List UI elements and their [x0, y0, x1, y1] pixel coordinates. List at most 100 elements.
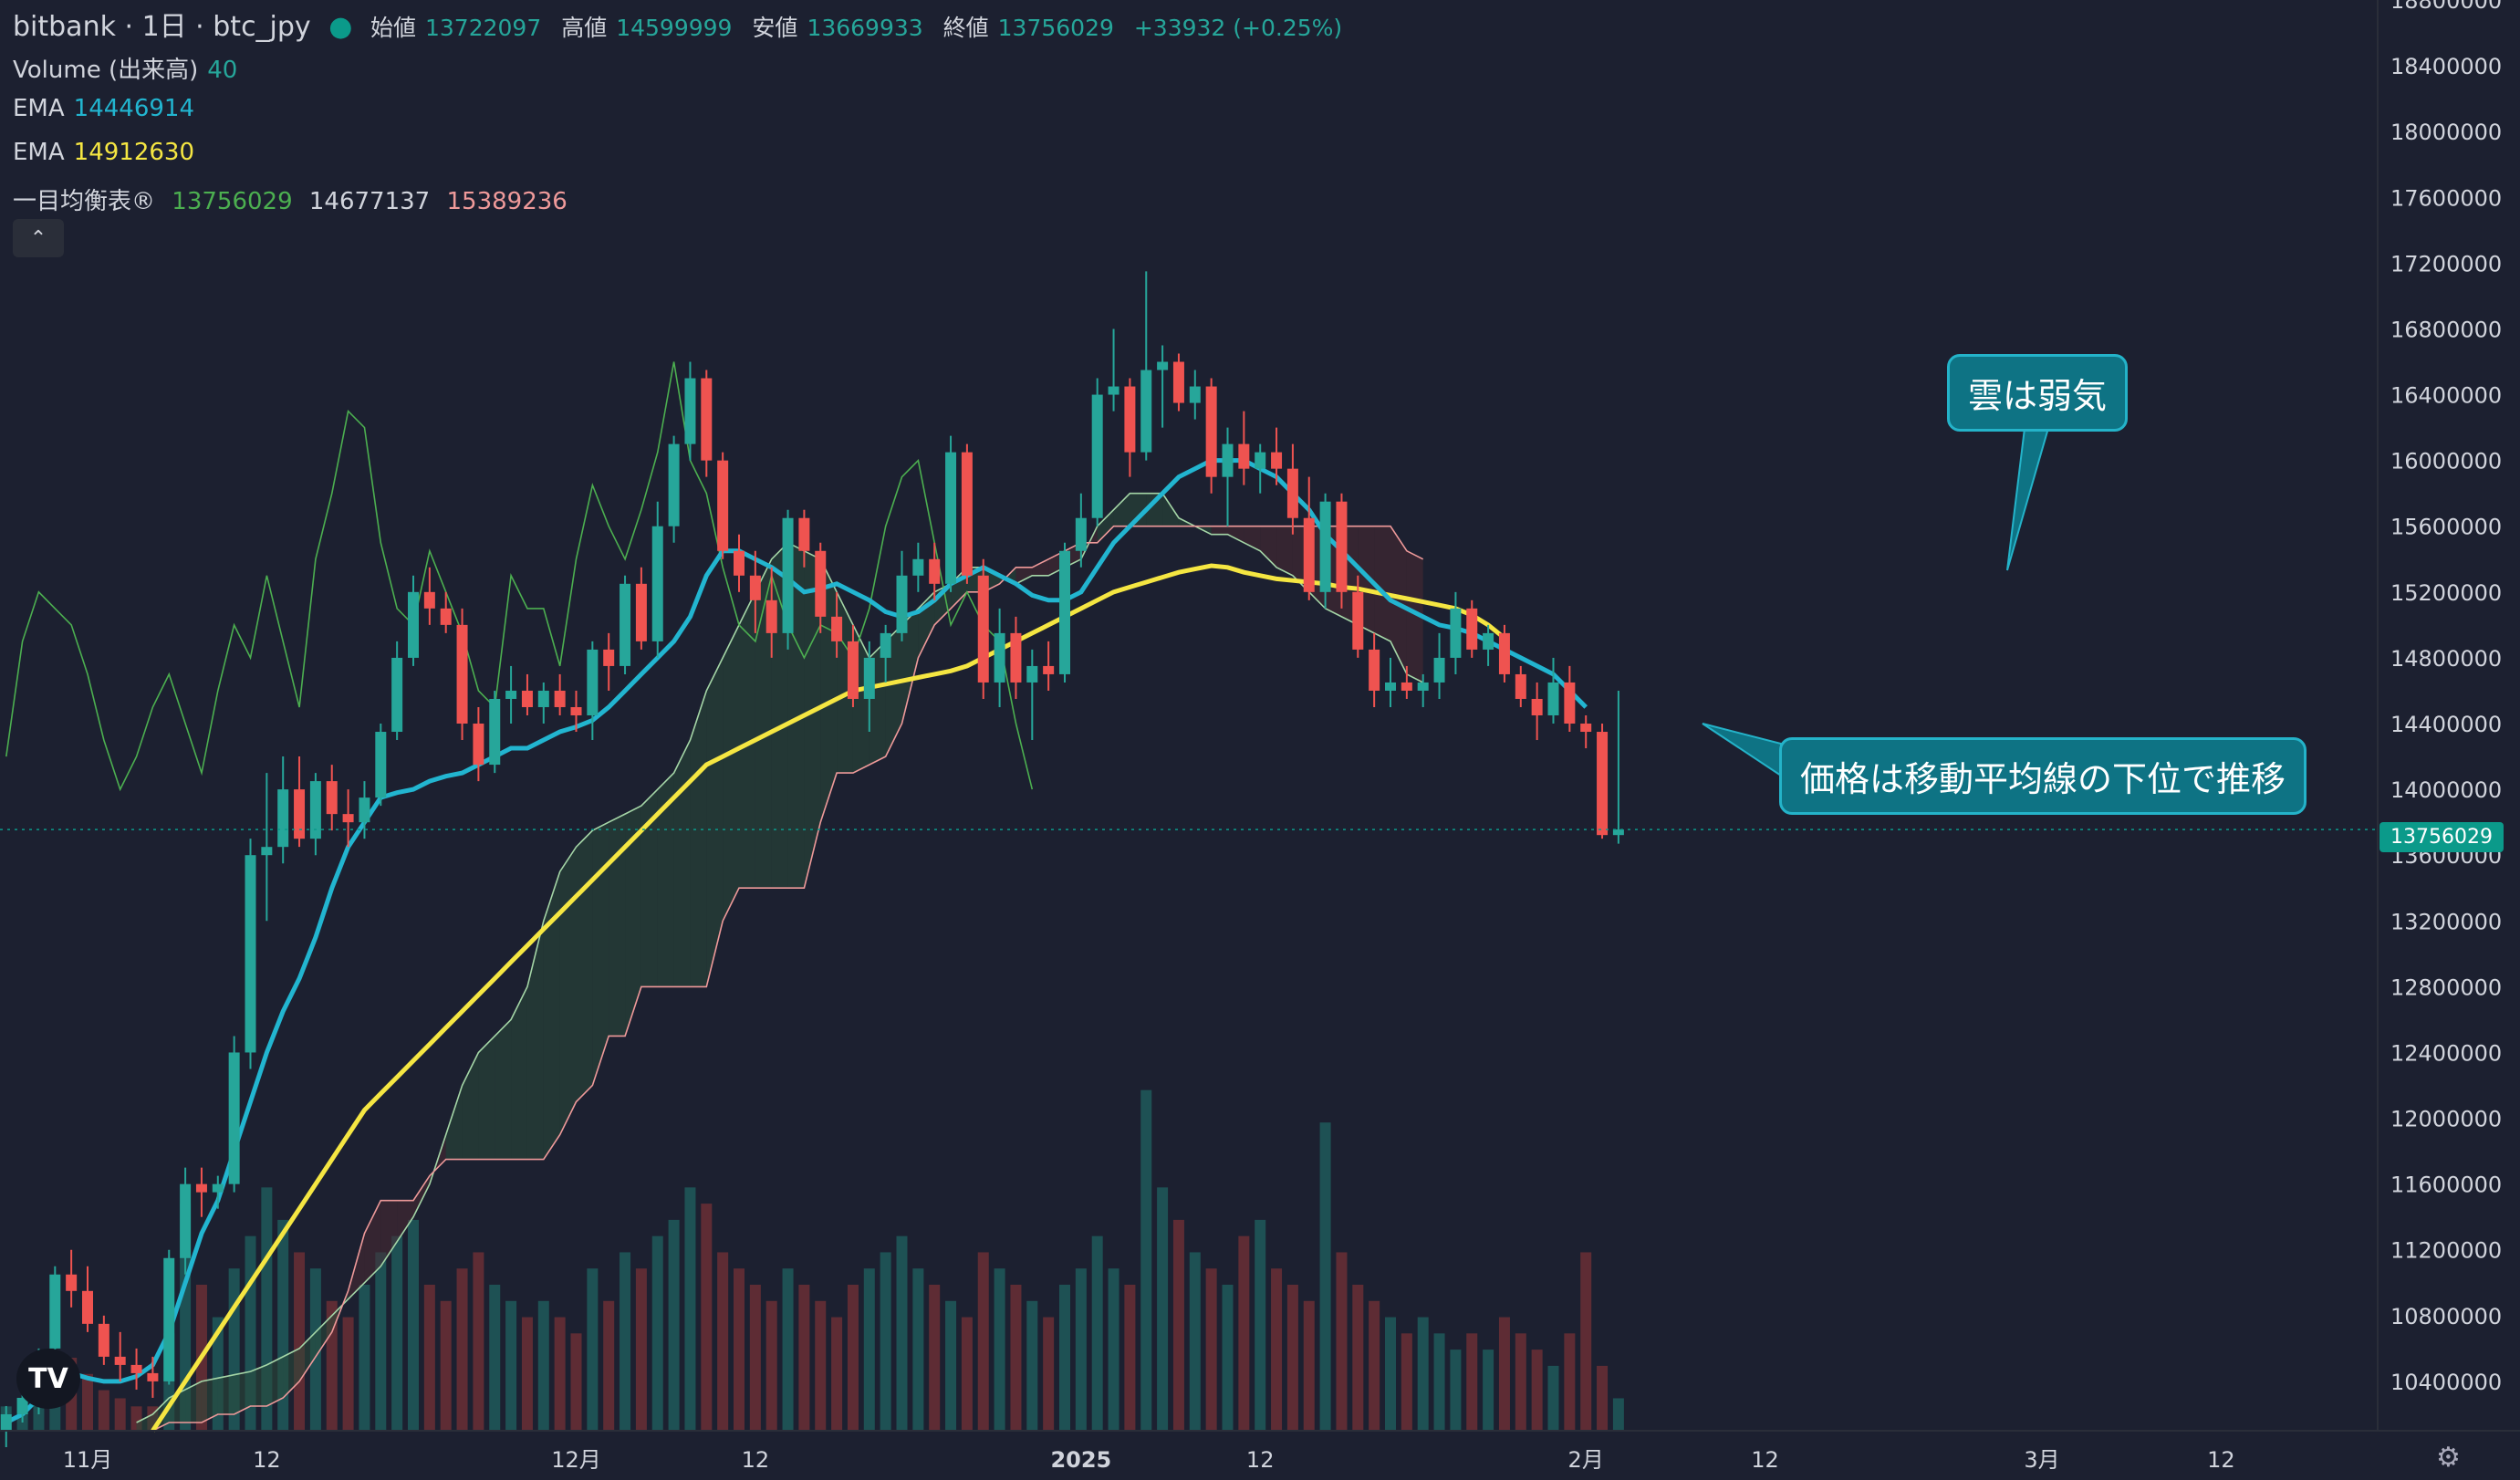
cloud-segment	[1390, 526, 1407, 674]
candle-body	[423, 591, 435, 609]
change-value: +33932 (+0.25%)	[1133, 15, 1343, 41]
cloud-segment	[1211, 526, 1228, 535]
price-tick-label: 16800000	[2390, 317, 2502, 342]
price-tick-label: 10800000	[2390, 1304, 2502, 1329]
volume-bar	[505, 1300, 517, 1431]
cloud-segment	[250, 1364, 267, 1406]
cloud-segment	[234, 1371, 251, 1414]
volume-bar	[765, 1300, 777, 1431]
symbol-label[interactable]: bitbank · 1日 · btc_jpy	[13, 11, 311, 43]
price-tick-label: 12400000	[2390, 1040, 2502, 1066]
candle-body	[1369, 649, 1380, 691]
candle-body	[212, 1183, 224, 1193]
close-value: 13756029	[997, 15, 1114, 41]
candle-body	[521, 690, 533, 707]
volume-bar	[342, 1317, 354, 1431]
volume-bar	[929, 1285, 941, 1431]
cloud-segment	[739, 591, 755, 889]
candle-body	[1401, 682, 1412, 691]
price-tick-label: 14000000	[2390, 777, 2502, 803]
volume-bar	[1580, 1252, 1592, 1431]
open-value: 13722097	[425, 15, 542, 41]
candle-body	[1172, 361, 1184, 403]
volume-bar	[1043, 1317, 1055, 1431]
collapse-legend-button[interactable]: ⌃	[13, 219, 64, 257]
ichimoku-value-2: 14677137	[308, 188, 431, 215]
cloud-segment	[1015, 567, 1033, 584]
ichimoku-label: 一目均衡表®	[13, 188, 156, 215]
candle-body	[587, 649, 599, 715]
volume-bar	[1547, 1365, 1559, 1431]
candle-body	[684, 378, 696, 444]
volume-bar	[1091, 1235, 1103, 1431]
candle-body	[16, 1397, 28, 1414]
high-value: 14599999	[616, 15, 733, 41]
time-tick-label: 12	[742, 1447, 770, 1473]
volume-bar	[473, 1252, 484, 1431]
ichimoku-value-3: 15389236	[446, 188, 568, 215]
candle-body	[1255, 452, 1266, 469]
ema-fast-label: EMA	[13, 95, 65, 122]
volume-bar	[1010, 1285, 1022, 1431]
volume-bar	[863, 1268, 875, 1431]
candle-body	[1043, 665, 1055, 674]
volume-bar	[1433, 1333, 1445, 1431]
cloud-segment	[1130, 493, 1147, 526]
cloud-segment	[1113, 493, 1130, 526]
last-price-tag: 13756029	[2379, 822, 2504, 852]
volume-bar	[668, 1219, 680, 1431]
volume-bar	[1108, 1268, 1119, 1431]
ema-slow-legend[interactable]: EMA 14912630	[13, 139, 203, 166]
gear-icon[interactable]: ⚙	[2436, 1442, 2461, 1474]
candle-body	[668, 443, 680, 526]
candle-body	[734, 550, 745, 576]
volume-bar	[1286, 1285, 1298, 1431]
volume-bar	[1189, 1252, 1201, 1431]
price-tick-label: 11600000	[2390, 1173, 2502, 1198]
volume-legend[interactable]: Volume (出来高) 40	[13, 51, 246, 85]
tradingview-logo-icon[interactable]: TV	[16, 1349, 80, 1409]
market-status-icon: ●	[328, 11, 353, 43]
volume-bar	[1157, 1187, 1169, 1431]
cloud-segment	[625, 806, 641, 1037]
candle-body	[1271, 452, 1283, 469]
low-label: 安値	[752, 15, 798, 41]
volume-bar	[831, 1317, 843, 1431]
candle-body	[1189, 386, 1201, 403]
volume-bar	[1385, 1317, 1396, 1431]
candle-body	[620, 583, 631, 666]
ema-slow-value: 14912630	[73, 139, 194, 166]
candle-body	[359, 797, 370, 823]
candle-body	[1515, 673, 1526, 699]
price-callout: 価格は移動平均線の下位で推移	[1779, 737, 2307, 815]
candle-body	[1157, 361, 1169, 370]
volume-bar	[961, 1317, 973, 1431]
volume-bar	[1369, 1300, 1380, 1431]
volume-bar	[1075, 1268, 1087, 1431]
price-tick-label: 13200000	[2390, 909, 2502, 934]
cloud-segment	[315, 1315, 332, 1357]
candle-body	[651, 526, 663, 641]
candle-body	[977, 575, 989, 683]
cloud-segment	[1227, 526, 1244, 543]
cloud-segment	[413, 1175, 430, 1217]
price-tick-label: 18400000	[2390, 54, 2502, 79]
candle-body	[375, 732, 387, 798]
candle-body	[1140, 370, 1152, 453]
volume-bar	[391, 1235, 403, 1431]
chevron-up-icon: ⌃	[29, 226, 47, 250]
volume-bar	[1498, 1317, 1510, 1431]
volume-bar	[912, 1268, 924, 1431]
volume-bar	[98, 1390, 109, 1431]
candle-body	[228, 1052, 240, 1184]
volume-bar	[815, 1300, 827, 1431]
cloud-segment	[543, 871, 560, 1160]
ichimoku-legend[interactable]: 一目均衡表® 13756029 14677137 15389236	[13, 182, 577, 216]
ema-fast-legend[interactable]: EMA 14446914	[13, 95, 203, 122]
candle-body	[912, 558, 924, 576]
cloud-segment	[217, 1374, 234, 1414]
candle-body	[1547, 682, 1559, 715]
candle-body	[961, 452, 973, 576]
volume-bar	[82, 1373, 93, 1431]
